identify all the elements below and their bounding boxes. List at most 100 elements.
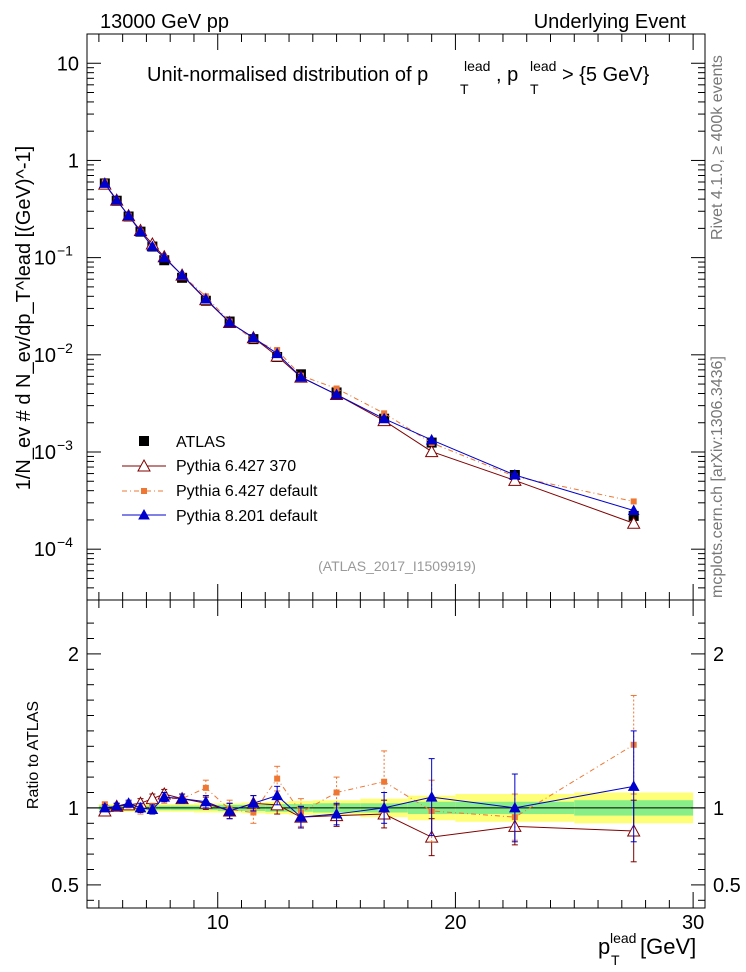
series-3-point — [425, 433, 438, 445]
series-3-point — [98, 177, 111, 188]
series-3-point — [134, 225, 147, 237]
main-ytick-label: 10 — [57, 53, 79, 75]
ratio-series-1-point — [202, 784, 209, 791]
series-2-point — [333, 385, 340, 392]
series-3-point — [223, 316, 236, 328]
ratio-ylabel: Ratio to ATLAS — [25, 701, 42, 809]
main-ytick-exponent: −3 — [57, 437, 73, 453]
ratio-series-2-point — [122, 797, 135, 808]
ratio-ytick-label: 0.5 — [51, 875, 79, 897]
ratio-series-2-point — [627, 780, 640, 791]
main-ylabel: 1/N_ev # d N_ev/dp_T^lead [(GeV)^-1] — [13, 146, 35, 491]
main-ytick-label: 10 — [34, 248, 56, 270]
ratio-series-2-point — [134, 801, 147, 813]
ratio-series-2-point — [378, 801, 390, 813]
rivet-label: Rivet 4.1.0, ≥ 400k events — [709, 55, 726, 240]
legend-marker-pythia8-default — [138, 508, 150, 520]
series-3-point — [146, 240, 159, 252]
legend-marker-pythia6-370 — [137, 458, 151, 472]
x-axis-label: p lead T [GeV] — [598, 930, 696, 968]
ratio-series-1-point — [274, 775, 281, 782]
series-2-point — [630, 498, 637, 505]
legend-marker-atlas — [139, 436, 149, 446]
ratio-frame — [86, 599, 706, 909]
ratio-series-2-point — [176, 792, 188, 804]
ratio-series-2-point — [223, 804, 236, 816]
ratio-series-1-point — [381, 778, 388, 785]
header-left: 13000 GeV pp — [100, 11, 229, 33]
legend: ATLAS Pythia 6.427 370 Pythia 6.427 defa… — [122, 434, 318, 525]
xlabel-sub: T — [611, 952, 620, 968]
series-2-line — [104, 182, 634, 502]
series-3-point — [158, 251, 171, 263]
ratio-ytick-label: 2 — [68, 644, 79, 666]
x-axis: 10 20 30 — [98, 600, 704, 934]
main-ytick-label: 10 — [34, 345, 56, 367]
legend-item-pythia8-default: Pythia 8.201 default — [122, 508, 318, 525]
title-sub-t: T — [460, 81, 469, 97]
main-ytick-exponent: −4 — [57, 534, 73, 550]
legend-item-atlas: ATLAS — [139, 434, 226, 451]
series-1-point — [424, 444, 439, 458]
header-right: Underlying Event — [534, 11, 687, 33]
series-3-point — [122, 209, 135, 221]
ratio-series-2-point — [110, 800, 123, 811]
xtick-label: 20 — [444, 912, 466, 934]
legend-marker-pythia6-default — [141, 488, 147, 494]
series-3-point — [295, 371, 307, 382]
title-rest-sup: lead — [530, 58, 556, 74]
ratio-series-2-point — [146, 803, 159, 814]
series-1-point — [508, 473, 522, 486]
xlabel-sup: lead — [610, 930, 636, 946]
series-3-point — [271, 347, 284, 359]
ratio-series-2-point — [199, 795, 212, 807]
ratio-series-2-point — [295, 811, 307, 822]
series-3-point — [247, 331, 260, 343]
legend-label-atlas: ATLAS — [176, 434, 226, 451]
mcplots-label: mcplots.cern.ch [arXiv:1306.3436] — [709, 356, 726, 598]
ratio-series — [97, 694, 641, 863]
legend-label-pythia6-370: Pythia 6.427 370 — [176, 458, 296, 475]
title-end: > {5 GeV} — [562, 64, 650, 86]
title-rest-sub: T — [530, 81, 539, 97]
main-ytick-exponent: −2 — [57, 340, 73, 356]
ratio-y-axis: 2 2 1 1 0.5 0.5 — [51, 622, 741, 901]
xtick-label: 30 — [682, 912, 704, 934]
legend-label-pythia6-default: Pythia 6.427 default — [176, 483, 318, 500]
series-3-point — [176, 269, 188, 280]
ratio-series-2-point — [98, 801, 111, 813]
main-ytick-exponent: −1 — [57, 243, 73, 259]
main-ytick-label: 10 — [34, 539, 56, 561]
series-0-point — [628, 510, 639, 521]
series-3-point — [110, 194, 123, 205]
ratio-series-2-point — [508, 801, 521, 813]
legend-item-pythia6-default: Pythia 6.427 default — [122, 483, 318, 500]
ratio-series-2-point — [247, 797, 260, 808]
title-sup-lead: lead — [464, 58, 490, 74]
legend-item-pythia6-370: Pythia 6.427 370 — [122, 458, 296, 475]
main-x-ticks — [98, 34, 694, 600]
series-3-point — [627, 504, 640, 516]
ratio-series-0-point — [145, 791, 160, 805]
title-rest: , p — [496, 64, 518, 86]
main-series — [97, 177, 641, 529]
ratio-ytick-label: 1 — [68, 798, 79, 820]
ratio-ytick-label-right: 1 — [713, 798, 724, 820]
xtick-label: 10 — [207, 912, 229, 934]
ratio-series-2-point — [330, 808, 343, 819]
ratio-series-2-point — [425, 791, 438, 802]
ratio-ytick-label-right: 2 — [713, 644, 724, 666]
ratio-series-2-point — [158, 791, 171, 802]
legend-label-pythia8-default: Pythia 8.201 default — [176, 508, 318, 525]
ratio-series-1-point — [250, 809, 257, 816]
ratio-series-2-point — [271, 789, 284, 801]
main-ytick-label: 10 — [34, 442, 56, 464]
xlabel-p: p — [598, 934, 610, 959]
ratio-ytick-label-right: 0.5 — [713, 875, 741, 897]
xlabel-unit: [GeV] — [640, 934, 696, 959]
ratio-series-1-point — [333, 789, 340, 796]
series-3-point — [508, 468, 521, 480]
